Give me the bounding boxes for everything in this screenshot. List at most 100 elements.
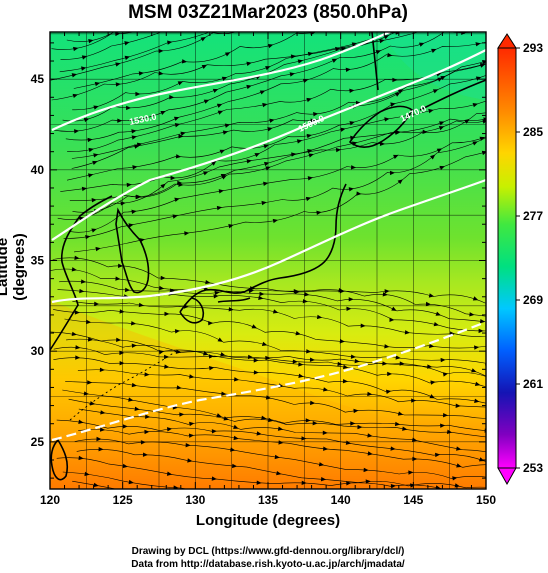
streamline-arrow: [428, 108, 434, 114]
streamline: [53, 309, 486, 349]
streamline-arrow: [83, 117, 90, 123]
streamline-arrow: [338, 287, 344, 293]
streamline-arrow: [542, 480, 547, 485]
streamline-arrow: [248, 288, 254, 294]
streamline-arrow: [510, 0, 515, 1]
streamline-arrow: [497, 529, 502, 533]
streamline-arrow: [75, 355, 81, 360]
streamline-arrow: [316, 210, 322, 215]
streamline-arrow: [223, 416, 229, 421]
coastlines: [50, 32, 486, 481]
streamline-arrow: [527, 111, 533, 117]
streamline-arrow: [475, 42, 481, 47]
grid-lines: [50, 32, 486, 489]
streamline-arrow: [342, 364, 349, 370]
y-axis: 25 30 35 40 45: [31, 42, 486, 479]
streamline-arrow: [353, 408, 359, 414]
streamline-arrow: [124, 41, 130, 46]
streamline-arrow: [118, 263, 124, 268]
streamline-arrow: [308, 153, 314, 158]
streamline-arrow: [525, 325, 530, 330]
streamline: [72, 120, 486, 213]
streamline-arrow: [205, 279, 211, 285]
streamline-arrow: [124, 287, 131, 293]
streamline: [50, 32, 237, 81]
streamline-arrow: [523, 331, 528, 336]
streamline-arrow: [135, 91, 141, 97]
streamline-arrow: [200, 37, 206, 42]
streamline-arrow: [211, 17, 217, 22]
streamline-arrow: [340, 127, 346, 132]
streamline-arrow: [435, 311, 441, 316]
streamline-arrow: [429, 394, 435, 399]
credit-data: Data from http://database.rish.kyoto-u.a…: [131, 559, 405, 570]
streamline-arrow: [78, 419, 84, 424]
streamline: [69, 118, 486, 201]
streamline-arrow: [350, 421, 356, 426]
streamline: [77, 369, 486, 408]
streamline-arrow: [84, 471, 90, 477]
streamline-arrow: [306, 349, 312, 354]
streamline-arrow: [131, 343, 137, 348]
streamline-arrow: [79, 216, 85, 221]
streamline-arrow: [87, 137, 93, 143]
streamline-arrow: [269, 118, 275, 123]
streamline-arrow: [177, 81, 184, 86]
streamline-arrow: [284, 14, 290, 19]
streamline-arrow: [487, 375, 493, 381]
streamline-arrow: [140, 440, 146, 445]
streamline-arrow: [307, 176, 313, 181]
y-axis-label: Latitude (degrees): [0, 233, 28, 301]
streamline-arrow: [429, 154, 436, 160]
streamline-arrow: [310, 118, 316, 123]
y-tick-label: 40: [31, 163, 45, 177]
streamline-arrow: [339, 339, 345, 344]
streamline-arrow: [478, 328, 484, 334]
streamline-arrow: [169, 95, 175, 100]
streamline-arrow: [385, 389, 392, 394]
streamline-arrow: [228, 499, 233, 504]
streamline-arrow: [442, 372, 449, 377]
streamline-arrow: [350, 165, 357, 170]
streamline-arrow: [509, 8, 515, 14]
streamline-arrow: [216, 103, 223, 108]
streamline-arrow: [98, 447, 104, 452]
streamline-arrow: [204, 16, 209, 21]
streamline-arrow: [166, 427, 173, 432]
streamline-arrow: [293, 288, 299, 294]
x-tick-label: 130: [185, 493, 205, 507]
streamline-arrow: [544, 493, 548, 498]
streamline-arrow: [499, 486, 505, 491]
streamline-arrow: [115, 276, 121, 281]
streamline-arrow: [322, 430, 328, 436]
streamline-arrow: [392, 77, 398, 83]
streamline-arrow: [312, 421, 318, 426]
streamline-arrow: [233, 424, 239, 429]
streamline-arrow: [396, 501, 401, 506]
streamline-arrow: [272, 309, 279, 314]
streamline-arrow: [480, 7, 486, 13]
streamline-arrow: [345, 440, 352, 445]
streamline-arrow: [452, 476, 458, 481]
streamline-arrow: [222, 130, 229, 135]
streamline-arrow: [116, 337, 122, 343]
colorbar-tick-label: 253: [523, 461, 543, 475]
streamline-arrow: [92, 160, 98, 165]
streamline-arrow: [255, 7, 261, 13]
streamline: [50, 331, 486, 377]
streamline-arrow: [471, 368, 477, 373]
streamline-arrow: [253, 370, 259, 375]
streamline-arrow: [367, 451, 373, 456]
streamline-arrow: [495, 522, 500, 527]
streamline-arrow: [174, 329, 181, 334]
streamline-arrow: [228, 224, 234, 229]
streamline-arrow: [74, 310, 80, 315]
streamline-arrow: [323, 387, 329, 392]
streamline-arrow: [348, 297, 354, 302]
streamline-arrow: [365, 479, 371, 484]
streamline-arrow: [115, 82, 121, 87]
streamline-arrow: [88, 38, 94, 44]
x-axis: 120 125 130 135 140 145 150: [40, 32, 496, 507]
streamline-arrow: [262, 102, 268, 108]
streamline-arrow: [173, 116, 180, 121]
